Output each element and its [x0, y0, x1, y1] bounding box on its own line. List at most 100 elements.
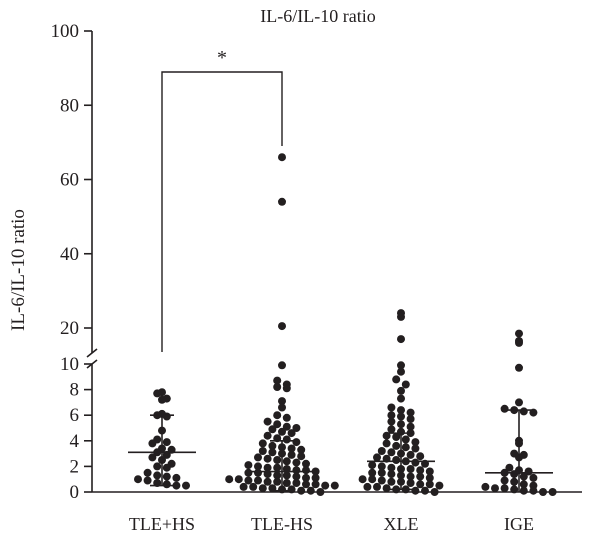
data-point: [162, 438, 171, 447]
data-point: [278, 153, 286, 162]
data-point: [258, 439, 267, 448]
y-tick-label: 20: [60, 318, 79, 339]
data-point: [162, 472, 171, 481]
data-point: [406, 472, 415, 481]
data-point: [416, 472, 425, 481]
significance-bracket: *: [161, 47, 283, 352]
significance-line: [161, 71, 283, 352]
group-TLE-HS: [225, 153, 339, 496]
data-point: [397, 386, 405, 395]
data-point: [321, 481, 330, 490]
data-point: [302, 480, 310, 489]
data-point: [529, 486, 538, 495]
data-point: [401, 380, 410, 389]
data-point: [387, 417, 396, 426]
data-point: [292, 438, 301, 447]
y-tick-label: 8: [70, 380, 80, 401]
chart-title: IL-6/IL-10 ratio: [260, 6, 375, 26]
data-point: [421, 486, 429, 495]
data-point: [368, 461, 377, 470]
data-point: [306, 486, 315, 495]
data-point: [302, 473, 310, 482]
significance-label: *: [217, 47, 227, 69]
data-point: [282, 384, 291, 393]
data-point: [406, 415, 415, 423]
data-point: [302, 459, 310, 468]
data-point: [239, 482, 248, 491]
data-point: [292, 479, 301, 487]
data-point: [249, 482, 258, 491]
data-point: [273, 383, 282, 391]
data-point: [387, 463, 396, 472]
data-point: [297, 486, 306, 495]
data-point: [406, 422, 415, 431]
data-point: [278, 197, 286, 206]
data-point: [225, 475, 234, 484]
y-axis-label: IL-6/IL-10 ratio: [8, 209, 29, 331]
data-point: [435, 481, 444, 490]
data-point: [172, 481, 181, 490]
data-point: [263, 477, 272, 486]
data-point: [430, 488, 439, 496]
axis-break-mark-upper: [86, 348, 98, 358]
data-point: [282, 479, 291, 487]
data-point: [254, 453, 262, 462]
data-point: [401, 435, 410, 444]
data-point: [263, 454, 272, 463]
data-point: [273, 456, 282, 464]
data-point: [268, 448, 277, 457]
data-point: [382, 431, 391, 440]
data-point: [282, 435, 291, 444]
data-point: [377, 468, 386, 477]
data-point: [148, 453, 157, 462]
data-point: [519, 472, 528, 481]
data-point: [278, 397, 286, 406]
data-point: [172, 473, 181, 482]
data-point: [263, 463, 272, 472]
y-tick-label: 40: [60, 244, 79, 265]
data-point: [311, 473, 320, 482]
data-point: [358, 475, 367, 484]
data-point: [519, 486, 528, 495]
data-point: [387, 477, 396, 486]
data-point: [263, 431, 272, 440]
data-point: [244, 461, 253, 470]
data-point: [515, 338, 523, 347]
data-point: [392, 433, 401, 441]
data-point: [515, 363, 523, 372]
data-point: [273, 376, 282, 385]
data-point: [377, 476, 386, 485]
data-point: [268, 441, 277, 450]
data-point: [153, 462, 162, 471]
data-point: [297, 445, 306, 454]
data-point: [263, 417, 272, 426]
data-point: [162, 480, 171, 489]
data-point: [406, 450, 415, 459]
data-point: [244, 468, 253, 477]
data-point: [143, 468, 152, 477]
data-point: [500, 476, 509, 485]
data-point: [529, 408, 538, 417]
data-point: [500, 484, 509, 493]
data-point: [273, 477, 282, 486]
data-point: [548, 488, 557, 496]
data-point: [387, 470, 396, 479]
data-point: [397, 312, 405, 321]
group-IGE: [481, 329, 557, 496]
data-point: [258, 484, 267, 493]
group-TLE+HS: [128, 388, 196, 490]
data-point: [397, 367, 405, 376]
data-point: [278, 322, 286, 331]
data-point: [406, 465, 415, 473]
data-point: [287, 450, 296, 459]
data-point: [382, 484, 391, 493]
data-point: [392, 456, 401, 464]
data-point: [510, 485, 519, 494]
data-point: [510, 470, 519, 479]
data-point: [287, 485, 296, 494]
data-point: [182, 481, 190, 490]
data-point: [425, 467, 434, 476]
data-point: [392, 441, 401, 450]
data-point: [515, 398, 523, 407]
